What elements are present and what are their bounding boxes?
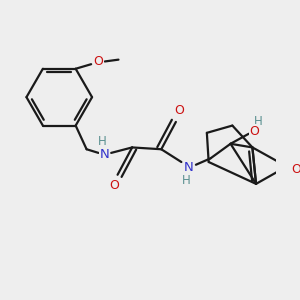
- Text: N: N: [100, 148, 110, 161]
- Text: O: O: [109, 179, 119, 192]
- Text: O: O: [175, 104, 184, 118]
- Text: H: H: [98, 136, 106, 148]
- Text: O: O: [249, 124, 259, 137]
- Text: N: N: [184, 161, 194, 174]
- Text: O: O: [94, 55, 103, 68]
- Text: O: O: [291, 163, 300, 176]
- Text: H: H: [254, 116, 262, 128]
- Text: H: H: [182, 174, 190, 187]
